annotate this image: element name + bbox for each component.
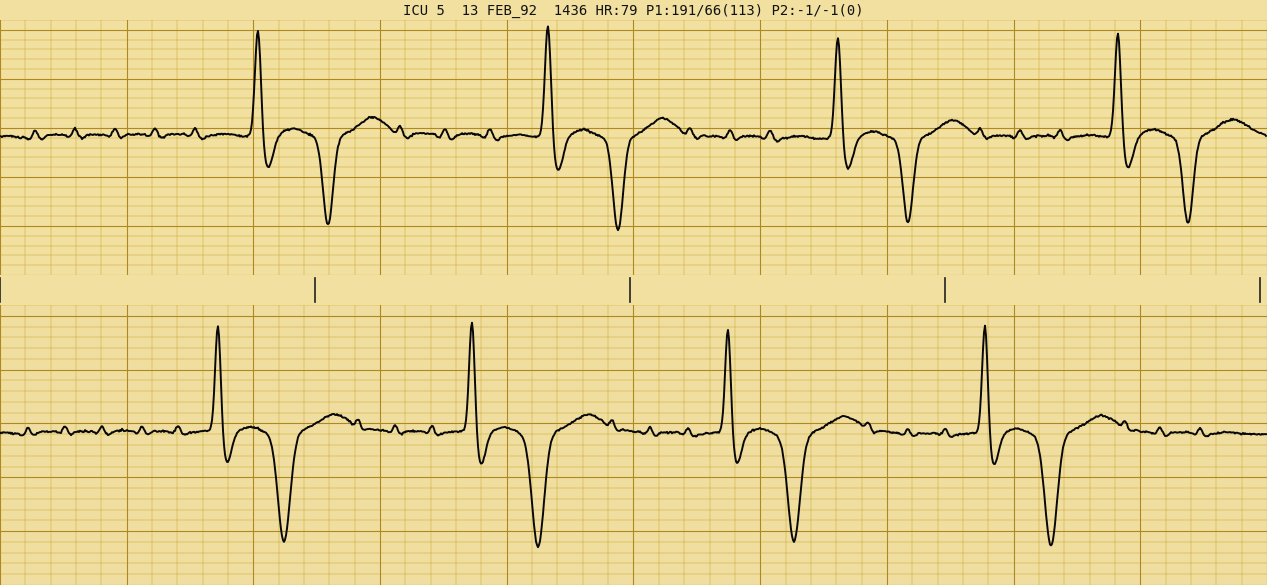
Text: ICU 5  13 FEB_92  1436 HR:79 P1:191/66(113) P2:-1/-1(0): ICU 5 13 FEB_92 1436 HR:79 P1:191/66(113… — [403, 4, 864, 18]
